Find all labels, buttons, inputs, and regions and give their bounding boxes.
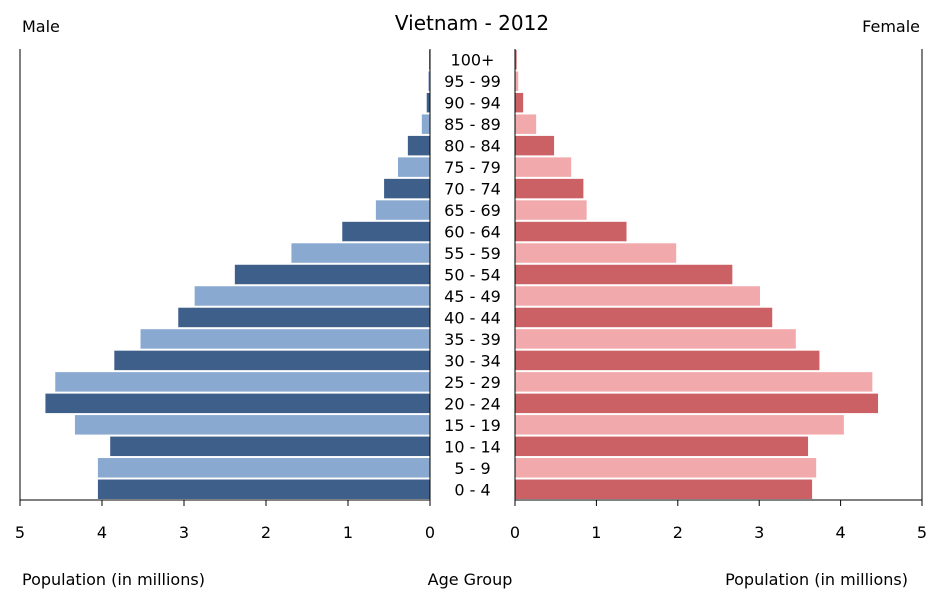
age-group-label: 100+	[451, 51, 495, 70]
male-bar-4	[407, 135, 430, 156]
age-group-label: 30 - 34	[444, 351, 501, 370]
female-bar-9	[515, 243, 677, 263]
female-bar-1	[515, 71, 519, 91]
male-bar-3	[421, 114, 430, 134]
female-bar-8	[515, 221, 627, 242]
female-bar-15	[515, 372, 873, 392]
male-bar-16	[45, 393, 431, 414]
male-bar-6	[384, 178, 430, 199]
male-bar-12	[178, 307, 430, 328]
tick-label: 4	[97, 523, 107, 542]
age-group-label: 70 - 74	[444, 180, 501, 199]
age-group-label: 15 - 19	[444, 416, 501, 435]
age-group-label: 20 - 24	[444, 394, 501, 413]
female-bar-13	[515, 329, 796, 349]
tick-label: 3	[754, 523, 764, 542]
male-bar-7	[375, 200, 430, 220]
male-bars	[45, 50, 431, 499]
age-group-label: 0 - 4	[454, 480, 490, 499]
tick-label: 5	[917, 523, 927, 542]
female-bar-0	[515, 50, 517, 70]
tick-label: 2	[261, 523, 271, 542]
male-bar-11	[194, 286, 430, 306]
age-group-label: 85 - 89	[444, 115, 501, 134]
female-bar-12	[515, 307, 773, 328]
male-bar-10	[234, 264, 430, 285]
male-bar-1	[428, 71, 430, 91]
male-bar-20	[97, 479, 431, 499]
age-group-label: 75 - 79	[444, 158, 501, 177]
female-bar-7	[515, 200, 587, 220]
age-group-label: 35 - 39	[444, 330, 501, 349]
male-bar-18	[110, 436, 430, 457]
chart-title: Vietnam - 2012	[395, 11, 549, 35]
tick-label: 0	[510, 523, 520, 542]
age-group-label: 90 - 94	[444, 94, 501, 113]
male-bar-5	[398, 157, 430, 177]
female-bar-19	[515, 458, 817, 478]
male-bar-19	[97, 458, 431, 478]
male-label: Male	[22, 17, 60, 36]
male-bar-15	[55, 372, 430, 392]
female-bar-11	[515, 286, 761, 306]
male-bar-9	[291, 243, 430, 263]
tick-label: 5	[15, 523, 25, 542]
female-bar-18	[515, 436, 809, 457]
female-bar-14	[515, 350, 820, 371]
age-group-label: 5 - 9	[454, 459, 490, 478]
tick-label: 1	[591, 523, 601, 542]
male-bar-2	[426, 92, 430, 113]
female-bars	[515, 50, 879, 499]
age-group-label: 80 - 84	[444, 137, 501, 156]
age-group-labels: 100+ 95 - 99 90 - 94 85 - 89 80 - 84 75 - 79 7…	[444, 51, 501, 500]
age-group-label: 65 - 69	[444, 201, 501, 220]
male-bar-13	[140, 329, 431, 349]
female-bar-2	[515, 92, 524, 113]
age-group-label: 25 - 29	[444, 373, 501, 392]
female-bar-16	[515, 393, 879, 414]
age-group-label: 60 - 64	[444, 223, 501, 242]
female-bar-3	[515, 114, 537, 134]
tick-label: 3	[179, 523, 189, 542]
female-bar-17	[515, 415, 844, 435]
female-label: Female	[862, 17, 920, 36]
center-axis-title: Age Group	[428, 570, 513, 589]
female-axis-title: Population (in millions)	[725, 570, 908, 589]
male-bar-8	[342, 221, 430, 242]
age-group-label: 10 - 14	[444, 437, 501, 456]
male-bar-17	[74, 415, 430, 435]
female-bar-20	[515, 479, 813, 499]
tick-label: 2	[673, 523, 683, 542]
age-group-label: 45 - 49	[444, 287, 501, 306]
tick-label: 1	[343, 523, 353, 542]
female-bar-10	[515, 264, 733, 285]
male-axis-title: Population (in millions)	[22, 570, 205, 589]
female-bar-5	[515, 157, 572, 177]
age-group-label: 50 - 54	[444, 266, 501, 285]
female-bar-6	[515, 178, 584, 199]
tick-label: 4	[836, 523, 846, 542]
tick-label: 0	[425, 523, 435, 542]
age-group-label: 95 - 99	[444, 72, 501, 91]
age-group-label: 40 - 44	[444, 308, 501, 327]
female-bar-4	[515, 135, 555, 156]
axis-ticks: 5 4 3 2 1 0 0 1 2 3 4 5	[15, 500, 927, 542]
male-bar-14	[114, 350, 431, 371]
age-group-label: 55 - 59	[444, 244, 501, 263]
